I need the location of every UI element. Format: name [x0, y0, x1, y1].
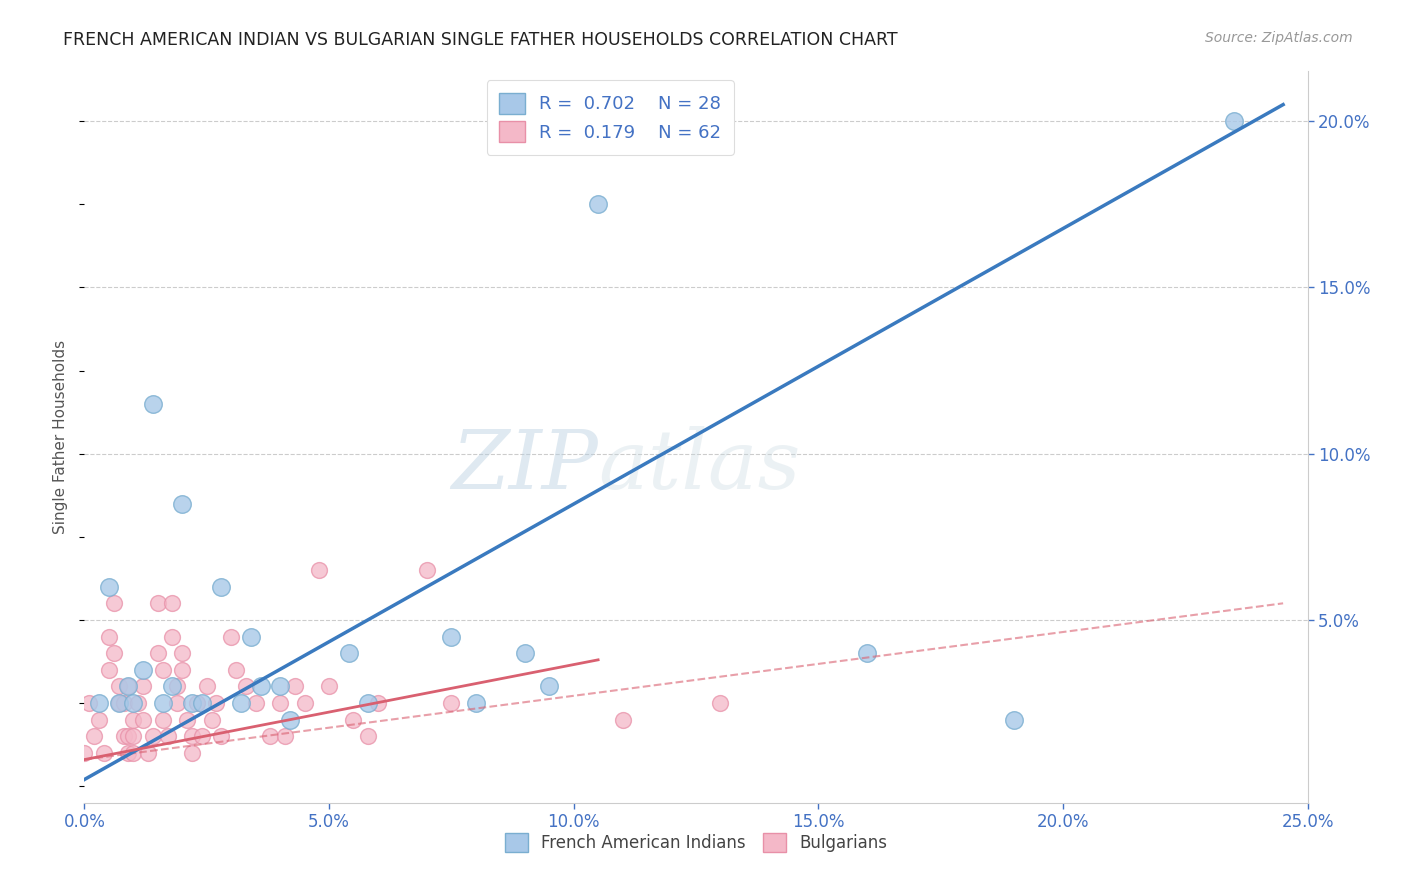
Point — [73, 746, 96, 760]
Point — [181, 696, 204, 710]
Point — [87, 713, 110, 727]
Point — [245, 696, 267, 710]
Point — [117, 729, 139, 743]
Point — [367, 696, 389, 710]
Point — [162, 596, 184, 610]
Point — [107, 680, 129, 694]
Legend: French American Indians, Bulgarians: French American Indians, Bulgarians — [496, 824, 896, 860]
Point — [117, 680, 139, 694]
Point — [132, 680, 155, 694]
Point — [83, 729, 105, 743]
Point — [156, 729, 179, 743]
Point — [172, 663, 194, 677]
Point — [132, 663, 155, 677]
Point — [709, 696, 731, 710]
Point — [152, 663, 174, 677]
Point — [107, 696, 129, 710]
Point — [162, 630, 184, 644]
Point — [440, 696, 463, 710]
Point — [181, 746, 204, 760]
Point — [166, 680, 188, 694]
Point — [186, 696, 208, 710]
Text: atlas: atlas — [598, 426, 800, 507]
Point — [146, 646, 169, 660]
Point — [152, 713, 174, 727]
Point — [278, 713, 301, 727]
Point — [152, 696, 174, 710]
Point — [166, 696, 188, 710]
Point — [132, 713, 155, 727]
Point — [225, 663, 247, 677]
Text: Source: ZipAtlas.com: Source: ZipAtlas.com — [1205, 31, 1353, 45]
Point — [103, 646, 125, 660]
Point — [112, 729, 135, 743]
Point — [200, 713, 222, 727]
Point — [117, 746, 139, 760]
Point — [538, 680, 561, 694]
Point — [122, 729, 145, 743]
Point — [127, 696, 149, 710]
Point — [342, 713, 364, 727]
Point — [440, 630, 463, 644]
Point — [191, 696, 214, 710]
Point — [195, 680, 218, 694]
Point — [172, 497, 194, 511]
Point — [464, 696, 486, 710]
Point — [269, 680, 291, 694]
Point — [229, 696, 252, 710]
Point — [294, 696, 316, 710]
Point — [176, 713, 198, 727]
Point — [122, 696, 145, 710]
Point — [318, 680, 340, 694]
Point — [284, 680, 307, 694]
Point — [612, 713, 634, 727]
Point — [856, 646, 879, 660]
Text: ZIP: ZIP — [451, 426, 598, 507]
Point — [1002, 713, 1025, 727]
Point — [337, 646, 360, 660]
Point — [513, 646, 536, 660]
Point — [205, 696, 228, 710]
Point — [112, 696, 135, 710]
Point — [191, 729, 214, 743]
Point — [97, 580, 120, 594]
Point — [269, 696, 291, 710]
Point — [142, 397, 165, 411]
Point — [172, 646, 194, 660]
Point — [162, 680, 184, 694]
Point — [274, 729, 297, 743]
Point — [219, 630, 242, 644]
Point — [122, 746, 145, 760]
Point — [93, 746, 115, 760]
Point — [1223, 114, 1246, 128]
Point — [259, 729, 281, 743]
Point — [235, 680, 257, 694]
Point — [117, 680, 139, 694]
Point — [357, 729, 380, 743]
Point — [239, 630, 262, 644]
Point — [209, 580, 232, 594]
Point — [249, 680, 271, 694]
Point — [103, 596, 125, 610]
Point — [142, 729, 165, 743]
Point — [122, 713, 145, 727]
Point — [146, 596, 169, 610]
Point — [586, 197, 609, 211]
Point — [308, 563, 330, 577]
Point — [87, 696, 110, 710]
Point — [416, 563, 439, 577]
Y-axis label: Single Father Households: Single Father Households — [53, 340, 69, 534]
Point — [77, 696, 100, 710]
Point — [209, 729, 232, 743]
Point — [107, 696, 129, 710]
Point — [357, 696, 380, 710]
Point — [97, 663, 120, 677]
Text: FRENCH AMERICAN INDIAN VS BULGARIAN SINGLE FATHER HOUSEHOLDS CORRELATION CHART: FRENCH AMERICAN INDIAN VS BULGARIAN SING… — [63, 31, 898, 49]
Point — [97, 630, 120, 644]
Point — [136, 746, 159, 760]
Point — [181, 729, 204, 743]
